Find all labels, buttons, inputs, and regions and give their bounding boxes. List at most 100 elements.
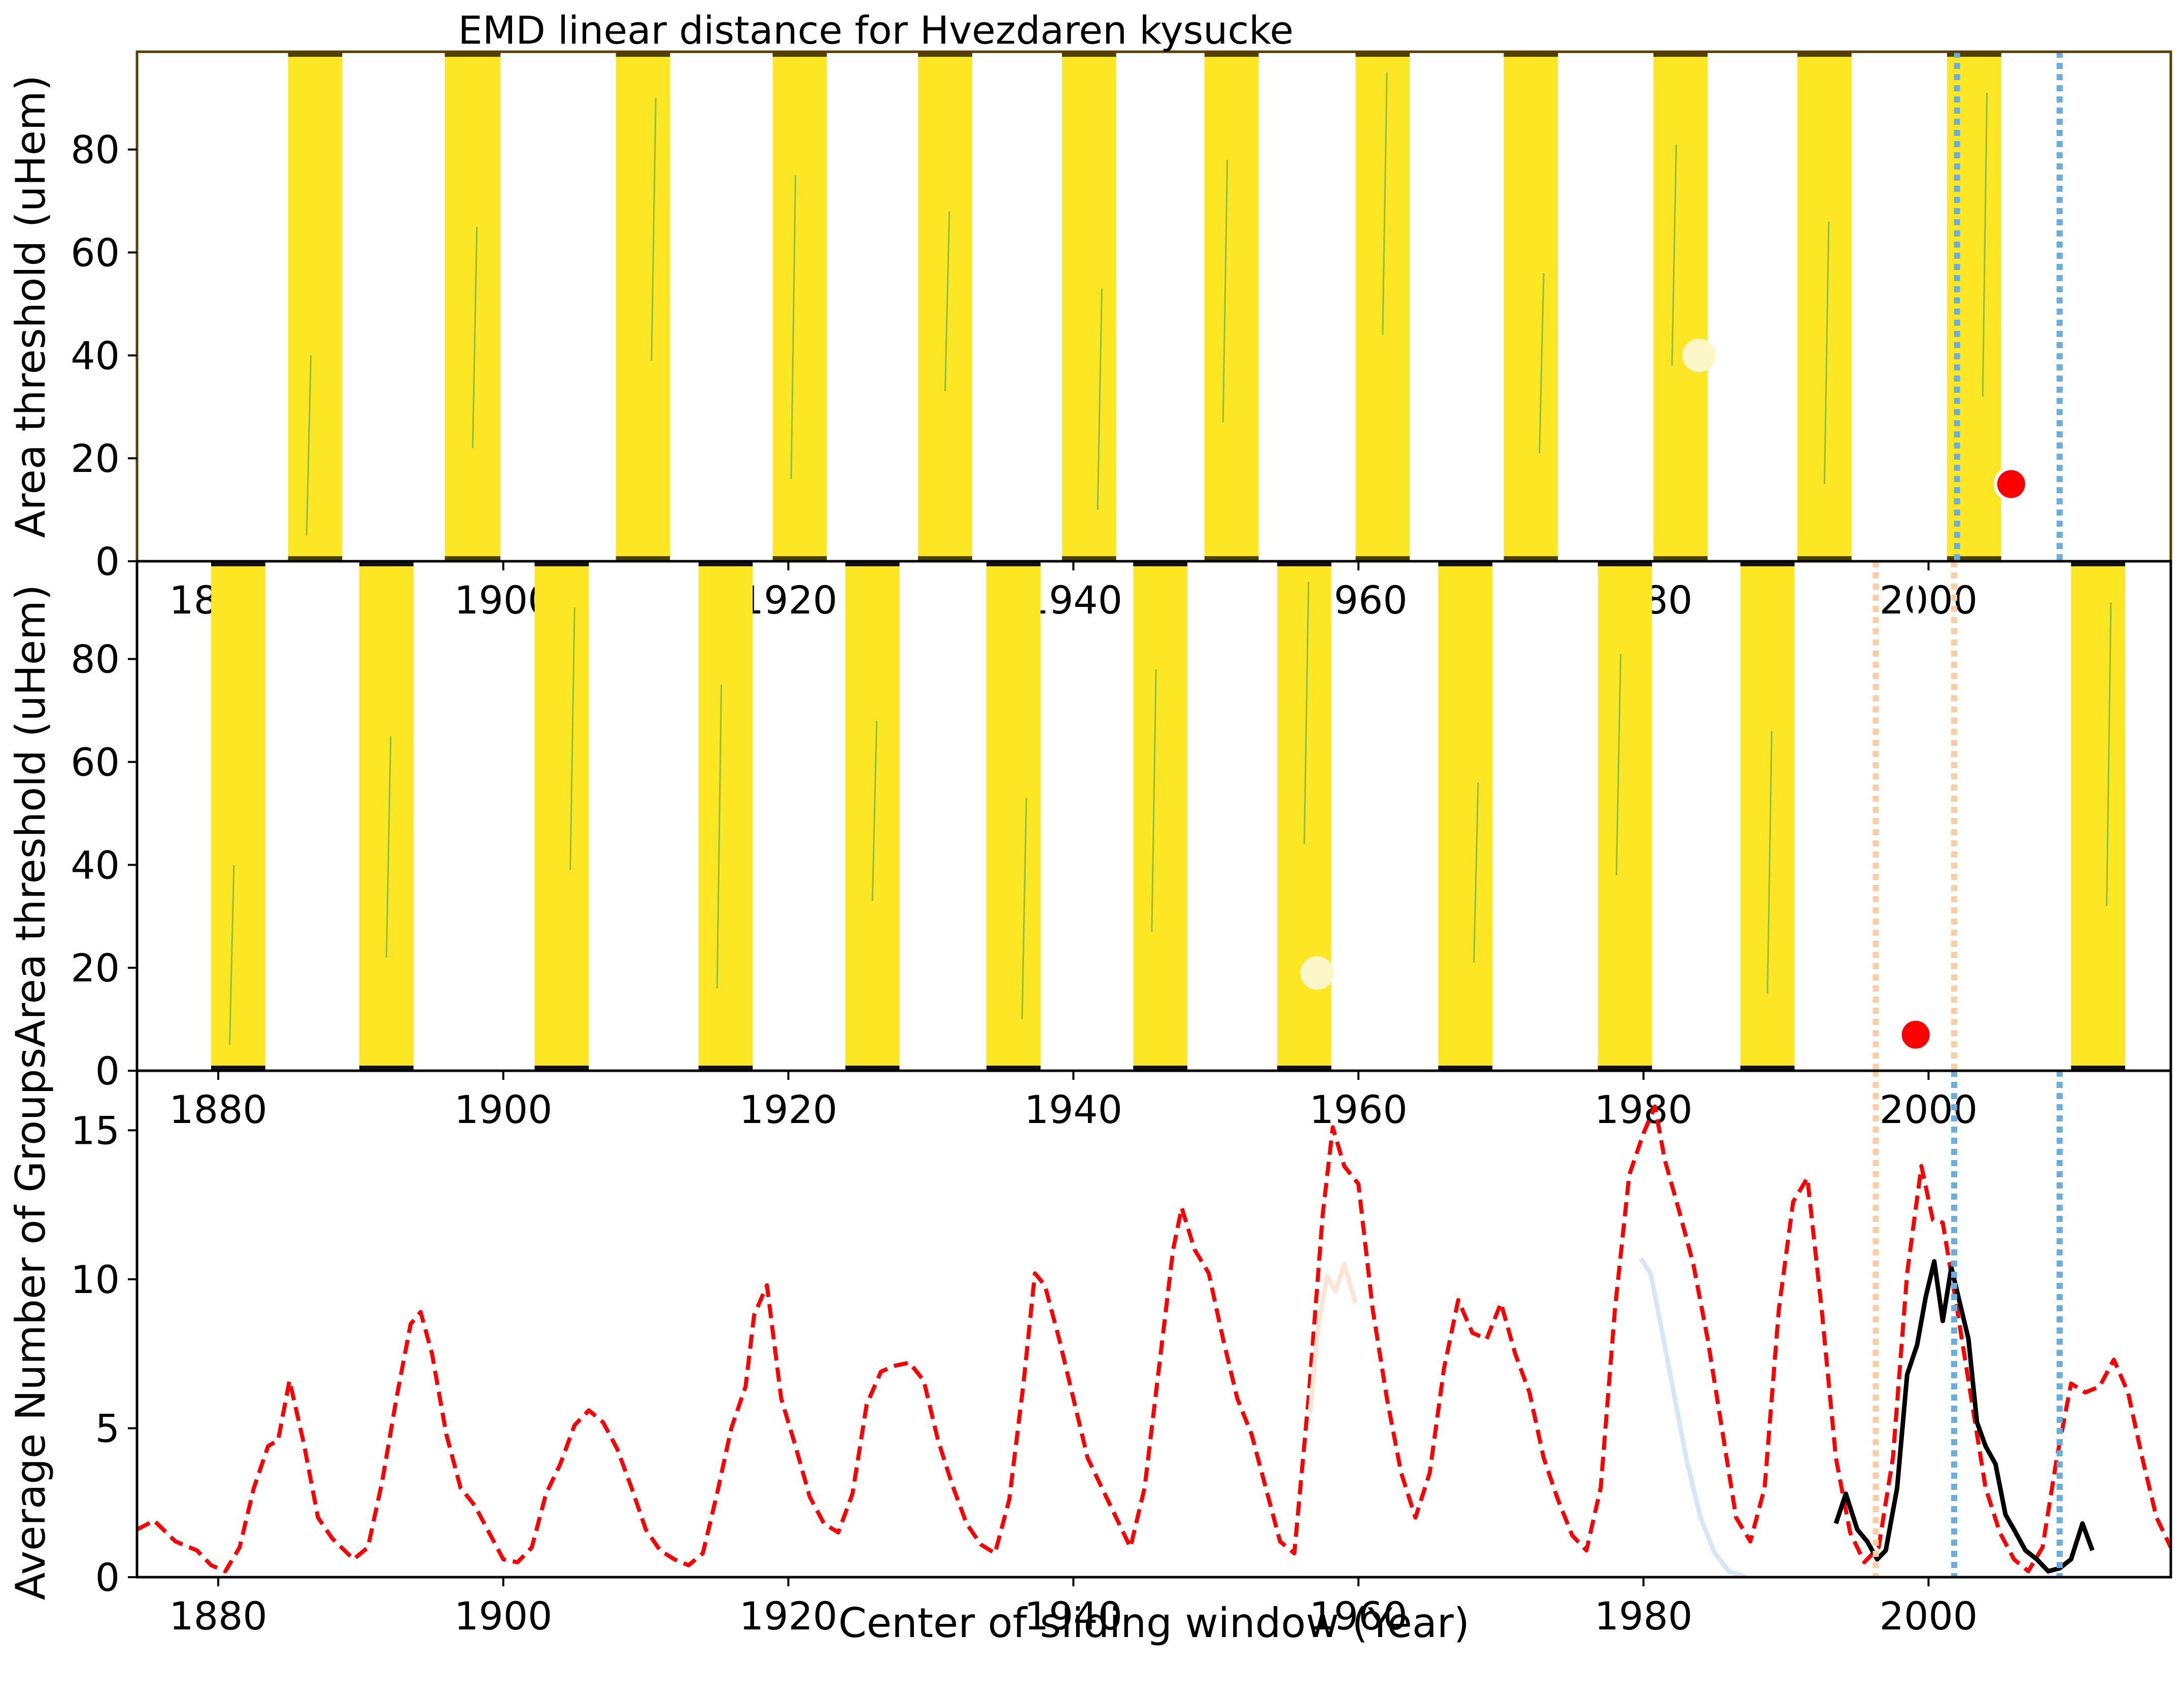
heatmap-band-bottom-edge <box>1504 556 1558 561</box>
heatmap-streak <box>1222 159 1228 423</box>
x-tick-label: 2000 <box>1880 577 1977 623</box>
heatmap-band-bottom-edge <box>288 556 343 561</box>
heatmap-band-bottom-edge <box>1653 556 1708 561</box>
heatmap-band <box>1504 52 1558 561</box>
heatmap-band-top-edge <box>845 561 900 566</box>
heatmap-band-top-edge <box>698 561 753 566</box>
plot-area <box>288 52 2063 561</box>
y-tick-label: 40 <box>71 333 120 378</box>
heatmap-band-top-edge <box>1597 561 1652 566</box>
heatmap-band <box>1740 561 1795 1071</box>
heatmap-band <box>1438 561 1493 1071</box>
y-axis-label: Area threshold (uHem) <box>7 585 54 1047</box>
heatmap-band-bottom-edge <box>445 556 501 561</box>
heatmap-band-bottom-edge <box>211 1066 265 1071</box>
heatmap-band-bottom-edge <box>986 1066 1041 1071</box>
heatmap-band-top-edge <box>1204 52 1259 57</box>
y-axis-label: Area threshold (uHem) <box>7 75 54 538</box>
series-line-light-blue <box>1639 1257 1747 1577</box>
x-tick-label: 1920 <box>739 1087 837 1132</box>
x-tick-label: 1980 <box>1594 1087 1692 1132</box>
y-tick-label: 5 <box>95 1406 120 1451</box>
best-point-marker <box>1898 1017 1933 1052</box>
heatmap-streak <box>1382 72 1388 335</box>
plot-area <box>211 561 2126 1071</box>
heatmap-band <box>986 561 1041 1071</box>
heatmap-band <box>616 52 670 561</box>
heatmap-band-bottom-edge <box>1597 1066 1652 1071</box>
y-tick-label: 20 <box>71 945 120 991</box>
line-panel-bottom: 1880 1900 1920 1940 1960 1980 2000 0 5 10 15 Averag… <box>7 1048 2172 1647</box>
heatmap-band-top-edge <box>1438 561 1493 566</box>
heatmap-band-top-edge <box>918 52 972 57</box>
heatmap-band-bottom-edge <box>1277 1066 1332 1071</box>
x-tick-label: 1880 <box>169 1087 267 1132</box>
heatmap-band <box>772 52 827 561</box>
heatmap-band-top-edge <box>1797 52 1852 57</box>
heatmap-streak <box>871 721 878 901</box>
heatmap-band-top-edge <box>1355 52 1410 57</box>
heatmap-band <box>288 52 343 561</box>
heatmap-band-bottom-edge <box>2071 1066 2126 1071</box>
heatmap-band-bottom-edge <box>772 556 827 561</box>
heatmap-streak <box>471 226 478 448</box>
heatmap-streak <box>1021 798 1028 1019</box>
heatmap-band <box>534 561 589 1071</box>
heatmap-panel-top: 1880190019201940196019802000020406080Are… <box>7 50 2172 623</box>
heatmap-band-top-edge <box>211 561 265 566</box>
heatmap-band <box>211 561 265 1071</box>
y-tick-label: 40 <box>71 842 120 888</box>
heatmap-band <box>1204 52 1259 561</box>
x-tick-label: 1900 <box>454 1593 552 1639</box>
heatmap-band-top-edge <box>534 561 589 566</box>
heatmap-streak <box>386 736 392 958</box>
heatmap-streak <box>1766 731 1773 994</box>
heatmap-band <box>2071 561 2126 1071</box>
heatmap-band-bottom-edge <box>1438 1066 1493 1071</box>
heatmap-streak <box>944 211 950 392</box>
x-tick-label: 1900 <box>454 1087 552 1132</box>
heatmap-streak <box>1473 782 1479 963</box>
y-tick-label: 10 <box>71 1257 120 1302</box>
heatmap-band-top-edge <box>616 52 670 57</box>
y-tick-label: 20 <box>71 436 120 481</box>
series-line-black <box>1833 1259 2095 1574</box>
heatmap-band-bottom-edge <box>1355 556 1410 561</box>
y-tick-label: 80 <box>71 637 120 682</box>
heatmap-band-top-edge <box>1133 561 1188 566</box>
heatmap-streak <box>1303 582 1310 844</box>
heatmap-band-bottom-edge <box>1062 556 1116 561</box>
heatmap-band <box>918 52 972 561</box>
axes-frame <box>135 50 2172 563</box>
heatmap-band-bottom-edge <box>1947 556 2001 561</box>
heatmap-band <box>698 561 753 1071</box>
heatmap-band-bottom-edge <box>616 556 670 561</box>
heatmap-streak <box>1671 144 1677 366</box>
x-tick-label: 1880 <box>169 1593 267 1639</box>
heatmap-band-bottom-edge <box>845 1066 900 1071</box>
series-line-red <box>137 1104 2171 1574</box>
heatmap-band-top-edge <box>1653 52 1708 57</box>
y-tick-label: 15 <box>71 1108 120 1153</box>
heatmap-streak <box>569 607 575 870</box>
heatmap-streak <box>1615 654 1622 875</box>
x-tick-label: 1940 <box>1025 1087 1122 1132</box>
heatmap-band <box>845 561 900 1071</box>
heatmap-band <box>1797 52 1852 561</box>
x-axis-label: Center of sliding window (Year) <box>838 1599 1470 1647</box>
alt-point-marker <box>1682 338 1716 372</box>
y-tick-label: 0 <box>95 1048 120 1094</box>
x-tick-label: 1960 <box>1309 1593 1407 1639</box>
heatmap-streak <box>790 175 797 479</box>
x-tick-label: 1940 <box>1025 577 1122 623</box>
heatmap-streak <box>229 865 235 1045</box>
heatmap-streak <box>2106 602 2112 906</box>
axes-frame <box>135 1069 2172 1579</box>
series-line-light-orange <box>1308 1262 1358 1414</box>
heatmap-band <box>1133 561 1188 1071</box>
x-tick-label: 2000 <box>1880 1087 1977 1132</box>
chart-title: EMD linear distance for Hvezdaren kysuck… <box>458 8 1293 53</box>
x-tick-label: 1920 <box>739 577 837 623</box>
heatmap-streak <box>716 685 723 989</box>
